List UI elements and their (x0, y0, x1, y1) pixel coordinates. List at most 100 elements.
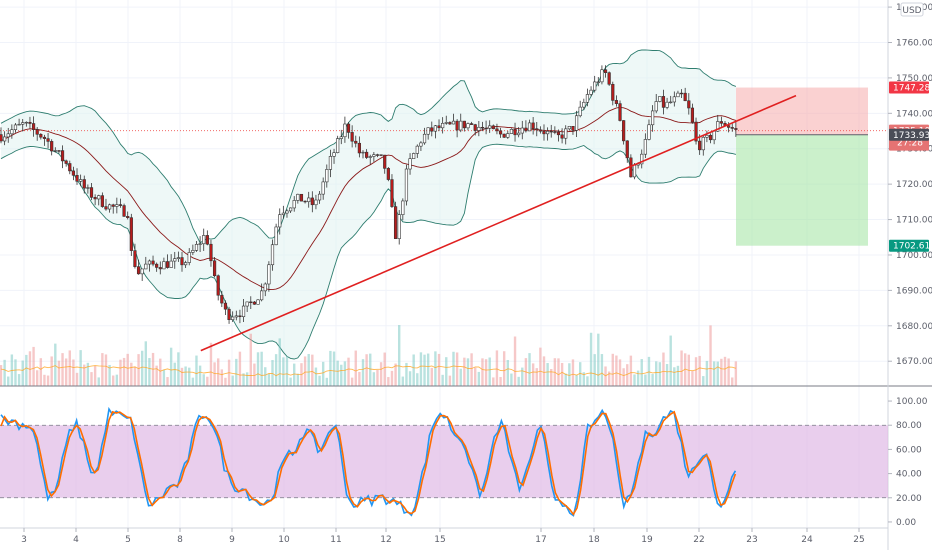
target-price-badge (889, 239, 929, 252)
candle-body (42, 136, 47, 139)
volume-bar (676, 365, 680, 386)
volume-bar (195, 355, 198, 386)
volume-bar (79, 350, 82, 386)
bollinger-lower (0, 143, 737, 360)
price-tick-label: 1680.000 (896, 322, 932, 332)
volume-bar (358, 371, 361, 386)
candle-body (730, 127, 734, 129)
volume-bar (629, 355, 633, 386)
volume-bar (296, 373, 300, 386)
candle-body (509, 128, 514, 134)
candle-body (332, 152, 336, 157)
candle-body (343, 123, 347, 138)
candle-body (365, 151, 369, 158)
volume-bar (405, 362, 408, 386)
volume-bar (104, 354, 108, 386)
time-tick-label: 17 (535, 535, 546, 545)
volume-bar (481, 358, 484, 386)
volume-bar (712, 361, 716, 386)
price-axis[interactable]: 1770.0001760.0001750.0001740.0001730.000… (888, 3, 932, 367)
volume-bar (217, 358, 220, 386)
candle-body (249, 301, 253, 303)
volume-bar (133, 366, 137, 386)
trendline[interactable] (200, 94, 797, 352)
volume-bar (683, 353, 687, 386)
candle-body (158, 267, 162, 270)
candle-body (640, 153, 644, 165)
candle-body (180, 257, 184, 266)
candle-body (727, 125, 731, 128)
volume-bar (191, 377, 195, 386)
volume-bar (148, 358, 151, 386)
stochastic-axis[interactable]: 100.00 80.00 60.00 40.00 20.00 0.00 (888, 397, 928, 528)
candle-body (270, 244, 275, 266)
volume-bar (510, 373, 513, 386)
volume-bar (531, 363, 535, 386)
candle-body (267, 264, 271, 285)
candle-body (473, 124, 477, 131)
candle-body (53, 150, 57, 152)
candle-body (574, 115, 579, 131)
candle-body (314, 199, 318, 206)
volume-bar (618, 359, 622, 386)
candle-body (35, 129, 39, 135)
volume-bar (506, 360, 509, 386)
take-profit-zone[interactable] (736, 134, 868, 246)
candle-body (690, 107, 695, 123)
volume-bar (727, 358, 730, 386)
trendline-segment[interactable] (200, 94, 797, 352)
candle-body (57, 150, 61, 152)
currency-button[interactable] (900, 2, 924, 17)
candle-body (31, 123, 36, 130)
candle-body (643, 139, 647, 155)
candle-body (466, 123, 470, 129)
bollinger-upper (0, 49, 737, 244)
candle-body (115, 204, 119, 207)
volume-bar (184, 366, 187, 386)
stop-loss-zone[interactable] (736, 87, 868, 135)
candle-body (705, 134, 709, 138)
candle-body (111, 204, 115, 207)
candle-body (151, 260, 155, 265)
candle-body (546, 130, 550, 135)
volume-bar (376, 369, 379, 386)
candle-body (256, 299, 260, 305)
candle-body (64, 160, 68, 164)
candle-body (238, 315, 242, 318)
candle-body (3, 136, 7, 142)
volume-bar (622, 368, 625, 386)
time-axis[interactable]: 3 4 5 8 9 10 11 12 15 17 18 19 22 23 24 25 (21, 528, 865, 545)
candle-body (97, 195, 101, 200)
candle-body (176, 257, 180, 259)
candle-body (553, 131, 557, 133)
volume-bar (586, 376, 589, 386)
candle-body (524, 127, 528, 132)
volume-bar (408, 371, 412, 386)
volume-bar (452, 351, 455, 386)
volume-bar (119, 359, 122, 386)
volume-bar (426, 353, 430, 386)
candle-body (325, 169, 329, 183)
volume-bar (448, 375, 452, 386)
candle-body (212, 260, 217, 277)
volume-bar (46, 375, 50, 386)
stochastic-pane[interactable] (0, 406, 888, 517)
candle-body (13, 124, 18, 130)
candle-body (477, 126, 481, 131)
candle-body (82, 179, 86, 189)
candle-body (701, 136, 705, 151)
candle-body (307, 197, 311, 203)
volume-bar (387, 377, 390, 386)
volume-bar (705, 360, 709, 386)
candle-body (303, 200, 307, 203)
candle-body (122, 205, 126, 217)
volume-bar (568, 363, 571, 386)
volume-bar (285, 356, 289, 386)
volume-bar (680, 350, 683, 386)
volume-bar (709, 325, 712, 386)
volume-bars (0, 325, 738, 386)
stochastic-tick-label: 0.00 (896, 518, 916, 528)
candle-body (698, 140, 702, 151)
candle-body (198, 243, 202, 245)
